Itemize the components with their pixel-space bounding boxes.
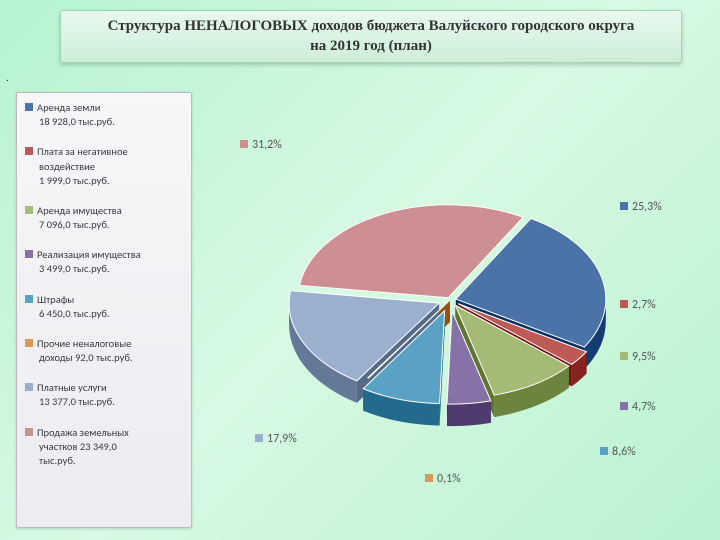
- pct-label-land_sale: 31,2%: [240, 138, 282, 152]
- legend-text: доходы 92,0 тыс.руб.: [25, 351, 185, 365]
- title-line1: Структура НЕНАЛОГОВЫХ доходов бюджета Ва…: [108, 18, 635, 34]
- pct-swatch: [255, 434, 263, 442]
- legend-swatch-neg_impact: [25, 147, 33, 155]
- pct-label-paid_services: 17,9%: [255, 432, 297, 446]
- pct-swatch: [425, 474, 433, 482]
- pct-value: 2,7%: [632, 298, 656, 312]
- pct-value: 17,9%: [267, 432, 297, 446]
- legend-item-paid_services: Платные услуги13 377,0 тыс.руб.: [25, 381, 185, 409]
- pie-side: [447, 401, 491, 426]
- legend-text: 13 377,0 тыс.руб.: [25, 395, 185, 409]
- pct-swatch: [620, 300, 628, 308]
- legend-swatch-paid_services: [25, 383, 33, 391]
- pct-value: 8,6%: [612, 445, 636, 459]
- legend-item-land_rent: Аренда земли18 928,0 тыс.руб.: [25, 101, 185, 129]
- legend-text: Прочие неналоговые: [37, 337, 131, 350]
- legend-text: воздействие: [25, 160, 185, 174]
- pie-chart: 25,3% 2,7% 9,5% 4,7% 8,6% 0,1% 17,9% 31,2%: [200, 80, 700, 520]
- page-title: Структура НЕНАЛОГОВЫХ доходов бюджета Ва…: [60, 10, 682, 63]
- pct-label-other: 0,1%: [425, 472, 461, 486]
- pct-value: 9,5%: [632, 350, 656, 364]
- pct-value: 31,2%: [252, 138, 282, 152]
- pct-swatch: [620, 352, 628, 360]
- pct-value: 4,7%: [632, 400, 656, 414]
- legend-text: Продажа земельных: [37, 426, 129, 439]
- pct-label-fines: 8,6%: [600, 445, 636, 459]
- pct-swatch: [620, 402, 628, 410]
- legend-text: тыс.руб.: [25, 454, 185, 468]
- legend-item-other: Прочие неналоговыедоходы 92,0 тыс.руб.: [25, 337, 185, 365]
- legend-text: 18 928,0 тыс.руб.: [25, 115, 185, 129]
- legend-text: 7 096,0 тыс.руб.: [25, 218, 185, 232]
- legend-text: 1 999,0 тыс.руб.: [25, 174, 185, 188]
- pct-label-land_rent: 25,3%: [620, 200, 662, 214]
- pct-value: 25,3%: [632, 200, 662, 214]
- legend-text: участков 23 349,0: [25, 440, 185, 454]
- pct-label-neg_impact: 2,7%: [620, 298, 656, 312]
- legend-swatch-other: [25, 339, 33, 347]
- legend-text: Аренда земли: [37, 101, 100, 114]
- legend-text: 3 499,0 тыс.руб.: [25, 262, 185, 276]
- legend-swatch-fines: [25, 295, 33, 303]
- legend-text: 6 450,0 тыс.руб.: [25, 307, 185, 321]
- pct-value: 0,1%: [437, 472, 461, 486]
- pct-label-property_sale: 4,7%: [620, 400, 656, 414]
- legend-panel: Аренда земли18 928,0 тыс.руб. Плата за не…: [16, 92, 192, 528]
- title-line2: на 2019 год (план): [310, 38, 432, 54]
- legend-swatch-property_sale: [25, 250, 33, 258]
- legend-text: Аренда имущества: [37, 204, 122, 217]
- legend-item-property_rent: Аренда имущества7 096,0 тыс.руб.: [25, 204, 185, 232]
- legend-text: Платные услуги: [37, 381, 107, 394]
- legend-item-fines: Штрафы6 450,0 тыс.руб.: [25, 293, 185, 321]
- legend-item-neg_impact: Плата за негативное воздействие1 999,0 ты…: [25, 145, 185, 188]
- legend-swatch-land_sale: [25, 428, 33, 436]
- pct-swatch: [600, 447, 608, 455]
- pct-swatch: [620, 202, 628, 210]
- legend-text: Реализация имущества: [37, 248, 141, 261]
- legend-item-property_sale: Реализация имущества3 499,0 тыс.руб.: [25, 248, 185, 276]
- pct-swatch: [240, 140, 248, 148]
- legend-item-land_sale: Продажа земельныхучастков 23 349,0тыс.ру…: [25, 426, 185, 469]
- pct-label-property_rent: 9,5%: [620, 350, 656, 364]
- legend-text: Штрафы: [37, 293, 74, 306]
- stray-dot: .: [6, 72, 9, 84]
- legend-swatch-property_rent: [25, 206, 33, 214]
- legend-text: Плата за негативное: [37, 145, 128, 158]
- legend-swatch-land_rent: [25, 103, 33, 111]
